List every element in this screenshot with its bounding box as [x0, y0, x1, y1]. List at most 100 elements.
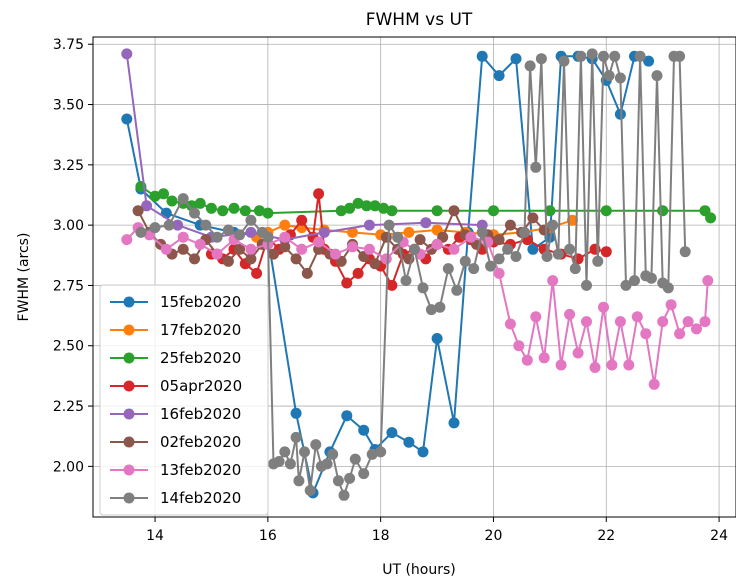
x-tick-label: 16 — [259, 528, 277, 544]
data-point — [361, 200, 373, 212]
data-point — [330, 248, 341, 260]
data-point — [347, 226, 358, 238]
data-point — [589, 362, 601, 373]
legend-marker — [123, 352, 135, 364]
data-point — [564, 243, 576, 255]
data-point — [699, 316, 711, 328]
data-point — [598, 50, 609, 62]
data-point — [163, 219, 175, 231]
data-point — [614, 316, 626, 328]
data-point — [358, 468, 370, 480]
data-point — [358, 424, 370, 436]
data-point — [431, 333, 443, 344]
data-point — [403, 436, 415, 448]
data-point — [392, 231, 404, 243]
data-point — [524, 60, 536, 72]
y-tick-label: 3.25 — [53, 158, 84, 174]
data-point — [451, 284, 463, 296]
data-point — [234, 229, 246, 241]
data-point — [349, 453, 361, 465]
data-point — [662, 282, 674, 294]
data-point — [141, 200, 153, 212]
data-point — [476, 226, 488, 238]
data-point — [369, 200, 381, 212]
x-tick-label: 18 — [372, 528, 390, 544]
data-point — [222, 255, 234, 267]
data-point — [301, 267, 313, 279]
data-point — [645, 272, 657, 284]
data-point — [702, 275, 714, 287]
y-tick-label: 2.25 — [53, 399, 84, 415]
data-point — [476, 50, 488, 62]
data-point — [251, 267, 263, 279]
data-point — [651, 70, 663, 82]
data-point — [552, 248, 564, 260]
data-point — [530, 311, 542, 323]
data-point — [623, 359, 635, 371]
data-point — [569, 263, 581, 275]
data-point — [657, 316, 669, 328]
data-point — [682, 316, 694, 328]
data-point — [431, 238, 443, 250]
data-point — [205, 202, 217, 214]
series-14feb2020 — [135, 48, 691, 501]
data-point — [380, 253, 392, 265]
data-point — [234, 243, 246, 255]
data-point — [502, 243, 514, 255]
data-point — [640, 328, 652, 340]
data-point — [380, 231, 392, 243]
grid-lines — [93, 37, 736, 517]
data-point — [541, 251, 553, 262]
legend-marker — [123, 492, 135, 504]
data-point — [620, 279, 632, 291]
y-tick-label: 3.00 — [53, 218, 84, 234]
data-point — [598, 301, 609, 313]
data-point — [504, 219, 516, 231]
data-point — [493, 234, 505, 246]
data-point — [493, 267, 505, 279]
data-point — [363, 219, 375, 231]
data-point — [313, 188, 325, 200]
legend-label: 25feb2020 — [160, 349, 241, 367]
data-point — [581, 316, 592, 328]
legend-label: 15feb2020 — [160, 293, 241, 311]
data-point — [158, 188, 169, 200]
data-point — [290, 407, 302, 419]
data-point — [262, 207, 274, 219]
data-point — [253, 205, 265, 217]
data-point — [535, 53, 547, 65]
data-point — [172, 219, 184, 231]
data-point — [468, 263, 480, 275]
data-point — [352, 267, 364, 279]
data-point — [629, 275, 640, 287]
data-point — [222, 224, 234, 236]
data-point — [341, 410, 353, 422]
data-point — [344, 472, 356, 484]
data-point — [338, 489, 350, 501]
data-point — [592, 255, 604, 267]
series-layer — [121, 48, 717, 501]
data-point — [262, 231, 274, 243]
data-point — [279, 219, 291, 231]
data-point — [448, 243, 460, 255]
data-point — [493, 253, 505, 265]
data-point — [335, 205, 347, 217]
data-point — [245, 214, 257, 226]
data-point — [344, 202, 356, 214]
data-point — [488, 205, 499, 217]
data-point — [679, 246, 691, 258]
data-point — [189, 207, 200, 219]
legend-label: 17feb2020 — [160, 321, 241, 339]
data-point — [386, 279, 398, 291]
data-point — [363, 243, 375, 255]
data-point — [245, 253, 257, 265]
data-point — [121, 234, 133, 246]
data-point — [665, 299, 677, 311]
data-point — [586, 48, 598, 60]
data-point — [149, 190, 161, 202]
data-point — [132, 205, 144, 217]
data-point — [194, 238, 206, 250]
data-point — [513, 340, 525, 352]
data-point — [530, 161, 542, 173]
data-point — [420, 217, 432, 229]
